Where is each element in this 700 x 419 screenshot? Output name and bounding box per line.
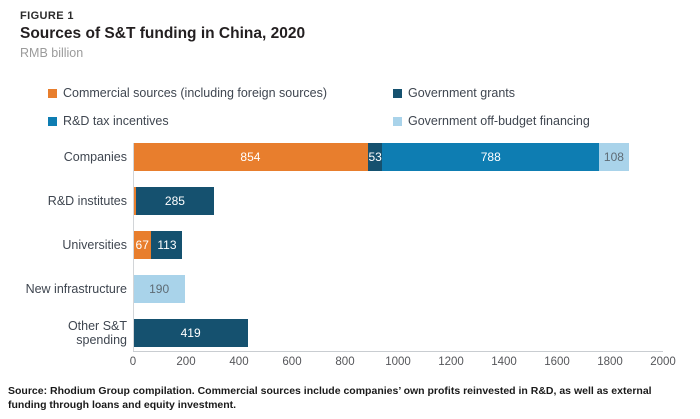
x-axis-line (133, 351, 663, 352)
legend-label: R&D tax incentives (63, 114, 169, 128)
x-axis-tick: 600 (282, 356, 302, 368)
x-axis-tick: 1600 (544, 356, 570, 368)
legend-swatch-icon (393, 89, 402, 98)
bar-value-label: 53 (368, 150, 382, 164)
bar-row: R&D institutes 285 (20, 187, 683, 215)
bar-segment-grants: 53 (367, 143, 383, 171)
x-axis-tick: 200 (176, 356, 196, 368)
x-axis-tick: 1800 (597, 356, 623, 368)
bar-segment-grants: 285 (135, 187, 215, 215)
bar-row: Companies 854 53 788 108 (20, 143, 683, 171)
legend-item-commercial: Commercial sources (including foreign so… (48, 85, 393, 102)
bar-value-label: 190 (149, 282, 170, 296)
y-axis-line (133, 143, 134, 351)
bar-rows: Companies 854 53 788 108 R&D institutes 285 Uni… (20, 143, 683, 351)
bar-segment-offbudget: 108 (599, 143, 629, 171)
legend-swatch-icon (393, 117, 402, 126)
bar-track: 190 (133, 275, 683, 303)
category-label: Universities (62, 238, 127, 252)
x-axis-tick: 1200 (438, 356, 464, 368)
legend-label: Government off-budget financing (408, 114, 590, 128)
x-axis-tick-labels: 0 200 400 600 800 1000 1200 1400 1600 1800 2000 (129, 356, 676, 372)
bar-segment-commercial: 854 (133, 143, 368, 171)
bar-value-label: 788 (480, 150, 501, 164)
x-axis-tick: 1400 (491, 356, 517, 368)
bar-row: Universities 67 113 (20, 231, 683, 259)
legend-label: Government grants (408, 86, 515, 100)
bar-value-label: 113 (157, 238, 177, 252)
legend-item-grants: Government grants (393, 85, 700, 102)
bar-value-label: 108 (603, 150, 624, 164)
bar-value-label: 285 (164, 194, 185, 208)
chart-area: Companies 854 53 788 108 R&D institutes 285 Uni… (0, 143, 683, 372)
x-axis-tick: 0 (129, 356, 137, 368)
category-label: Companies (63, 150, 127, 164)
bar-track: 419 (133, 319, 683, 347)
x-axis-tick: 2000 (650, 356, 676, 368)
legend-label: Commercial sources (including foreign so… (63, 86, 327, 100)
legend-item-offbudget: Government off-budget financing (393, 113, 700, 130)
chart-subtitle: RMB billion (20, 46, 84, 60)
bar-row: New infrastructure 190 (20, 275, 683, 303)
legend-swatch-icon (48, 89, 57, 98)
bar-segment-grants: 419 (133, 319, 249, 347)
bar-value-label: 419 (180, 326, 201, 340)
x-axis-tick: 800 (335, 356, 355, 368)
bar-segment-commercial: 67 (133, 231, 152, 259)
category-label: Other S&T spending (67, 319, 127, 347)
x-axis-tick: 1000 (385, 356, 411, 368)
bar-value-label: 67 (135, 238, 149, 252)
x-axis-tick: 400 (229, 356, 249, 368)
category-label: New infrastructure (25, 282, 127, 296)
bar-segment-tax: 788 (382, 143, 600, 171)
chart-title: Sources of S&T funding in China, 2020 (20, 25, 306, 42)
category-label: R&D institutes (47, 194, 127, 208)
bar-segment-commercial (133, 187, 136, 215)
bar-track: 285 (133, 187, 683, 215)
legend-swatch-icon (48, 117, 57, 126)
figure-label: FIGURE 1 (20, 10, 74, 22)
legend-item-tax: R&D tax incentives (48, 113, 393, 130)
source-note: Source: Rhodium Group compilation. Comme… (8, 385, 652, 411)
bar-row: Other S&T spending 419 (20, 319, 683, 347)
chart-header: FIGURE 1 Sources of S&T funding in China… (0, 0, 700, 61)
bar-track: 854 53 788 108 (133, 143, 683, 171)
bar-segment-grants: 113 (151, 231, 183, 259)
bar-segment-offbudget: 190 (133, 275, 186, 303)
bar-track: 67 113 (133, 231, 683, 259)
bar-value-label: 854 (240, 150, 261, 164)
chart-legend: Commercial sources (including foreign so… (0, 85, 700, 130)
